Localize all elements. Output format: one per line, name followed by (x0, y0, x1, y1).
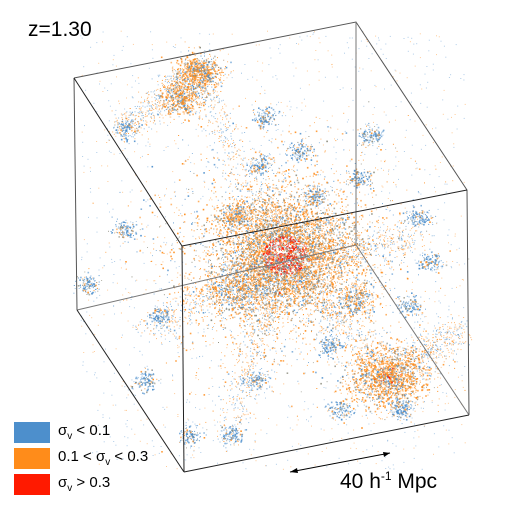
legend-label-low: σv < 0.1 (58, 422, 111, 442)
legend-swatch-orange (14, 447, 50, 469)
cube-front-top-left (73, 77, 183, 247)
cube-front-bottom-left (76, 309, 185, 473)
legend-label-high: σv > 0.3 (58, 474, 111, 494)
cube-back-edge-bottom (76, 244, 357, 311)
legend-item-mid: 0.1 < σv < 0.3 (14, 445, 148, 471)
legend-swatch-red (14, 473, 50, 495)
legend-item-high: σv > 0.3 (14, 471, 148, 497)
cube-front-top-right (181, 189, 468, 247)
legend-label-mid: 0.1 < σv < 0.3 (58, 448, 149, 468)
cube-back-edge-left (73, 77, 78, 311)
legend-swatch-blue (14, 421, 50, 443)
particle-cloud (73, 30, 473, 470)
redshift-label: z=1.30 (28, 18, 92, 41)
cube-back-face (73, 21, 470, 416)
cube-back-edge-right (355, 244, 470, 416)
scale-bar-label: 40 h-1 Mpc (340, 469, 438, 493)
cube-edges (73, 21, 470, 473)
cube-front-bottom-right (183, 414, 470, 473)
scale-bar (289, 452, 391, 473)
cube-front-vertical (181, 245, 185, 473)
legend: σv < 0.1 0.1 < σv < 0.3 σv > 0.3 (14, 419, 148, 497)
legend-item-low: σv < 0.1 (14, 419, 148, 445)
